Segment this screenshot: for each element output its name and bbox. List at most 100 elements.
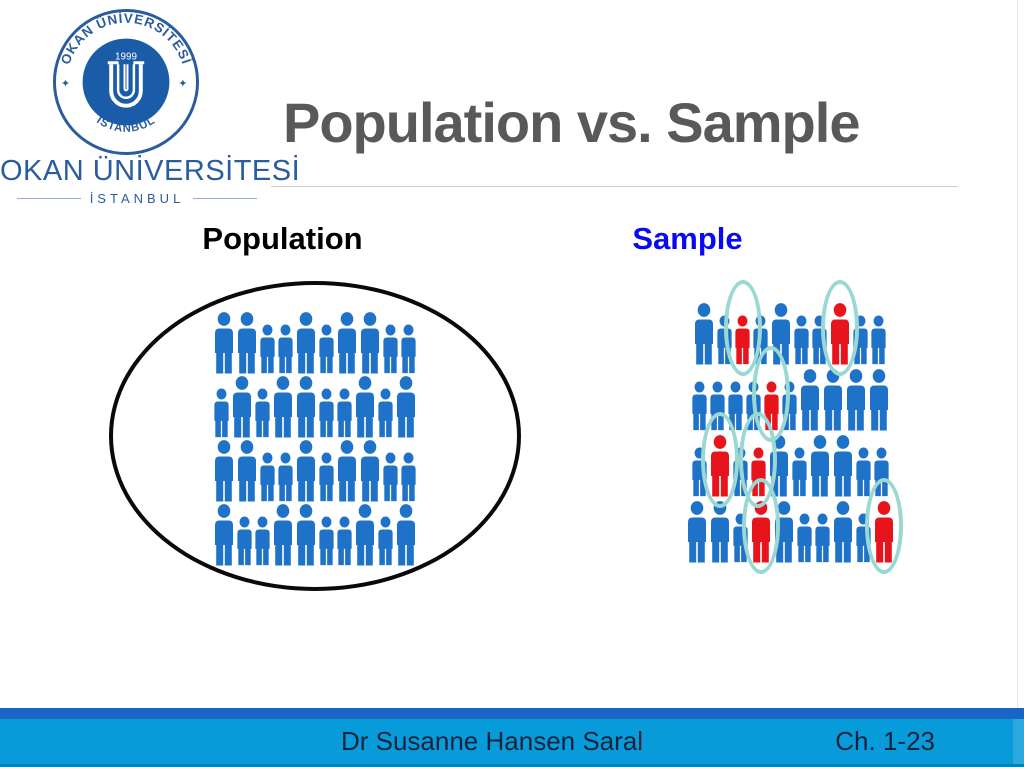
person-icon-blue <box>726 381 745 431</box>
person-icon-red <box>741 478 780 574</box>
subtitle-line-right <box>193 198 258 199</box>
person-icon-blue <box>813 513 832 563</box>
person-icon-blue <box>317 516 336 566</box>
slide-title: Population vs. Sample <box>283 91 860 154</box>
person-icon-blue <box>381 324 400 374</box>
person-icon-blue <box>212 388 231 438</box>
okan-university-seal: OKAN ÜNİVERSİTESİ İSTANBUL ✦ ✦ 1999 <box>52 8 200 156</box>
person-icon-blue <box>854 447 873 497</box>
person-icon-blue <box>212 312 236 374</box>
logo-wordmark-subtitle: İSTANBUL <box>0 191 274 206</box>
pictogram-row <box>656 478 924 574</box>
person-icon-blue <box>358 440 382 502</box>
person-icon-blue <box>792 315 811 365</box>
person-icon-blue <box>708 501 732 563</box>
person-icon-blue <box>317 452 336 502</box>
person-icon-blue <box>790 447 809 497</box>
person-icon-blue <box>798 369 822 431</box>
pictogram-row <box>656 412 924 508</box>
person-icon-blue <box>376 388 395 438</box>
logo-subtitle-text: İSTANBUL <box>89 191 185 206</box>
person-icon-blue <box>851 315 870 365</box>
person-icon-blue <box>294 440 318 502</box>
person-icon-blue <box>731 447 750 497</box>
subtitle-line-left <box>16 198 81 199</box>
person-icon-blue <box>399 452 418 502</box>
person-icon-red <box>739 412 777 508</box>
person-icon-blue <box>854 513 873 563</box>
pictogram-row <box>213 310 418 374</box>
logo-wordmark: OKAN ÜNİVERSİTESİ <box>0 155 301 187</box>
person-icon-blue <box>335 516 354 566</box>
sample-label: Sample <box>632 221 743 256</box>
person-icon-blue <box>810 315 829 365</box>
person-icon-blue <box>235 440 259 502</box>
footer-author: Dr Susanne Hansen Saral <box>340 726 644 756</box>
person-icon-blue <box>271 376 295 438</box>
person-icon-blue <box>258 452 277 502</box>
person-icon-blue <box>294 504 318 566</box>
person-icon-blue <box>335 388 354 438</box>
person-icon-blue <box>235 516 254 566</box>
person-icon-red <box>752 346 790 442</box>
person-icon-blue <box>276 324 295 374</box>
person-icon-blue <box>744 381 763 431</box>
title-separator-line <box>271 186 958 187</box>
pictogram-row <box>656 280 924 376</box>
person-icon-blue <box>294 376 318 438</box>
person-icon-blue <box>867 369 891 431</box>
person-icon-blue <box>253 516 272 566</box>
population-ellipse <box>109 281 521 591</box>
person-icon-red <box>864 478 903 574</box>
person-icon-blue <box>317 324 336 374</box>
footer-bar: Dr Susanne Hansen Saral Ch. 1-23 <box>0 719 1024 767</box>
person-icon-blue <box>690 381 709 431</box>
person-icon-blue <box>335 312 359 374</box>
person-icon-blue <box>271 504 295 566</box>
footer-chapter: Ch. 1-23 <box>835 726 935 756</box>
seal-star-right-icon: ✦ <box>178 78 187 90</box>
person-icon-blue <box>399 324 418 374</box>
person-icon-blue <box>253 388 272 438</box>
person-icon-blue <box>294 312 318 374</box>
person-icon-blue <box>772 501 796 563</box>
person-icon-blue <box>780 381 799 431</box>
person-icon-blue <box>715 315 734 365</box>
person-icon-blue <box>831 435 855 497</box>
person-icon-blue <box>376 516 395 566</box>
pictogram-row <box>656 346 924 442</box>
person-icon-blue <box>808 435 832 497</box>
person-icon-blue <box>317 388 336 438</box>
seal-center-disc <box>82 38 170 126</box>
person-icon-blue <box>335 440 359 502</box>
person-icon-blue <box>844 369 868 431</box>
person-icon-blue <box>831 501 855 563</box>
population-label: Population <box>202 221 363 256</box>
person-icon-blue <box>212 504 236 566</box>
person-icon-blue <box>795 513 814 563</box>
footer: Dr Susanne Hansen Saral Ch. 1-23 <box>0 708 1024 767</box>
person-icon-blue <box>394 504 418 566</box>
person-icon-blue <box>212 440 236 502</box>
seal-year: 1999 <box>115 51 137 62</box>
person-icon-blue <box>276 452 295 502</box>
person-icon-blue <box>708 381 727 431</box>
person-icon-blue <box>872 447 891 497</box>
person-icon-blue <box>692 303 716 365</box>
person-icon-blue <box>235 312 259 374</box>
person-icon-blue <box>769 303 793 365</box>
person-icon-blue <box>381 452 400 502</box>
person-icon-blue <box>685 501 709 563</box>
person-icon-blue <box>353 504 377 566</box>
person-icon-blue <box>690 447 709 497</box>
person-icon-blue <box>767 435 791 497</box>
person-icon-blue <box>821 369 845 431</box>
right-edge-line <box>1017 0 1018 708</box>
person-icon-blue <box>751 315 770 365</box>
person-icon-red <box>723 280 762 376</box>
person-icon-blue <box>358 312 382 374</box>
person-icon-blue <box>353 376 377 438</box>
person-icon-blue <box>394 376 418 438</box>
person-icon-blue <box>258 324 277 374</box>
